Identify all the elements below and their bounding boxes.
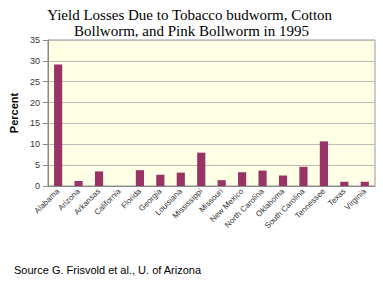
svg-text:Louisiana: Louisiana [153,186,184,218]
svg-text:Florida: Florida [119,186,144,211]
svg-text:Arizona: Arizona [56,186,82,213]
svg-text:5: 5 [35,160,40,170]
svg-text:Source G. Frisvold et al., U.: Source G. Frisvold et al., U. of Arizona [14,264,202,276]
svg-text:Tennessee: Tennessee [293,186,327,220]
svg-text:Georgia: Georgia [137,186,164,214]
svg-text:0: 0 [35,181,40,191]
svg-text:South Carolina: South Carolina [262,186,307,231]
svg-text:Missouri: Missouri [197,186,225,215]
svg-text:30: 30 [30,56,40,66]
svg-text:New Mexico: New Mexico [208,186,246,224]
svg-text:25: 25 [30,77,40,87]
svg-text:California: California [92,186,123,217]
svg-text:Percent: Percent [8,92,20,133]
svg-text:Mississippi: Mississippi [171,187,205,221]
svg-text:North Carolina: North Carolina [223,186,266,230]
svg-text:Oklahoma: Oklahoma [254,186,287,219]
svg-text:10: 10 [30,139,40,149]
svg-text:Virginia: Virginia [343,186,368,211]
svg-text:Yield Losses Due to Tobacco bu: Yield Losses Due to Tobacco budworm, Cot… [47,7,336,23]
svg-text:35: 35 [30,35,40,45]
svg-text:Alabama: Alabama [33,186,62,215]
svg-text:20: 20 [30,98,40,108]
svg-text:Arkansas: Arkansas [72,186,103,217]
svg-text:Texas: Texas [326,186,348,208]
svg-text:Bollworm, and Pink Bollworm in: Bollworm, and Pink Bollworm in 1995 [74,23,309,39]
svg-text:15: 15 [30,118,40,128]
